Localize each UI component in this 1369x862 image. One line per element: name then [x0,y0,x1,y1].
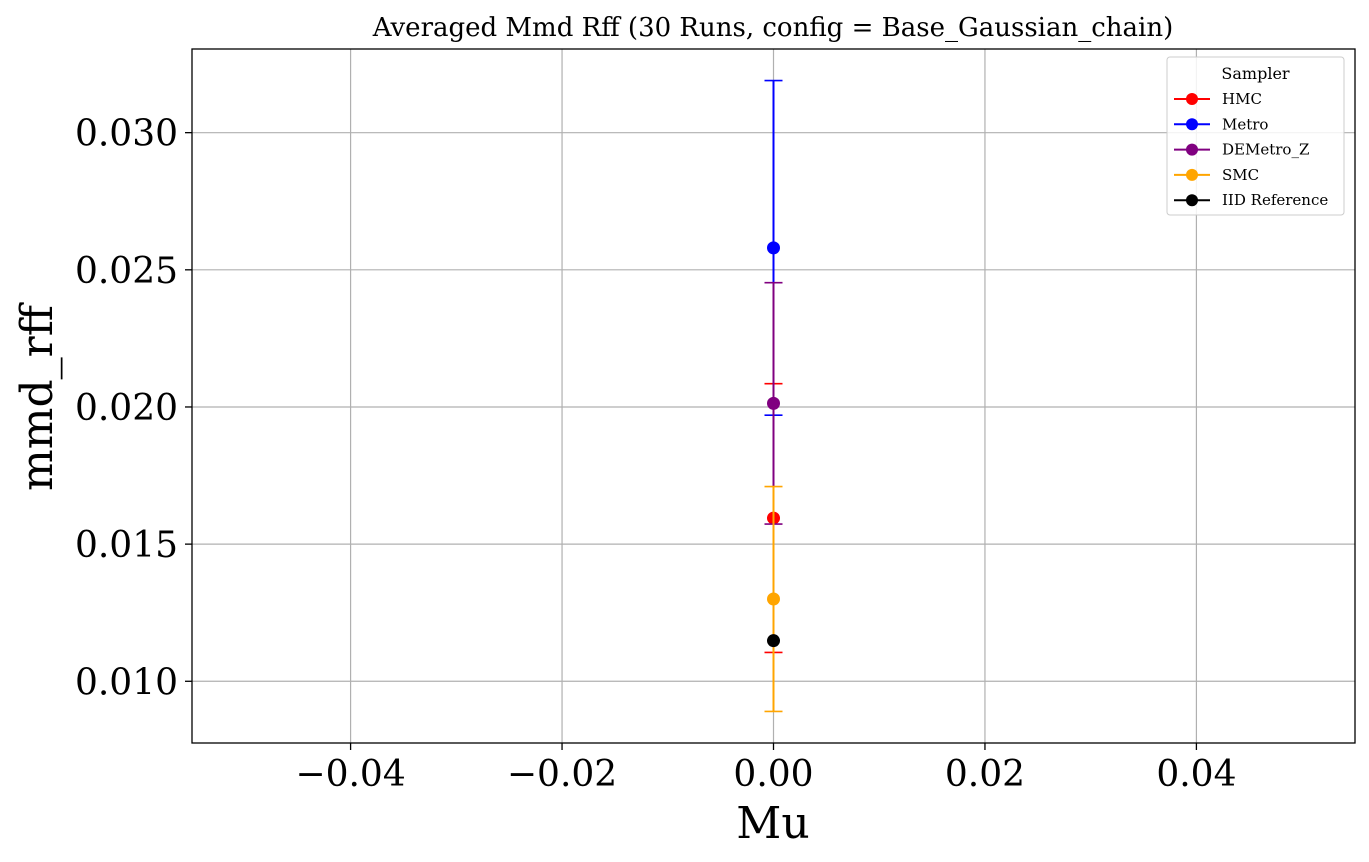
legend-marker-smc [1186,168,1198,181]
y-axis-label: mmd_rff [12,302,63,491]
y-tick-label: 0.030 [75,114,178,155]
x-tick-label: 0.00 [733,754,813,795]
legend-marker-hmc [1186,93,1198,105]
legend-marker-iid-reference [1186,194,1198,207]
point-iid-reference [767,634,780,648]
legend-label-demetro-z: DEMetro_Z [1222,141,1309,159]
x-tick-label: −0.02 [507,754,617,795]
x-tick-label: 0.04 [1156,754,1236,795]
x-tick-label: −0.04 [295,754,405,795]
legend-title: Sampler [1221,64,1290,83]
legend-entry-hmc: HMC [1174,90,1262,108]
legend-label-hmc: HMC [1222,90,1262,108]
y-tick-label: 0.015 [75,525,178,566]
legend-frame [1166,56,1345,216]
chart-title: Averaged Mmd Rff (30 Runs, config = Base… [372,13,1173,43]
y-tick-label: 0.010 [75,662,178,703]
legend-entry-iid-reference: IID Reference [1174,191,1328,209]
x-tick-label: 0.02 [945,754,1025,795]
legend-label-iid-reference: IID Reference [1222,191,1328,209]
axis-ticks: −0.04 −0.02 0.00 0.02 0.04 0.010 0.015 0.020 0.0… [75,114,1237,795]
y-tick-label: 0.020 [75,388,178,429]
y-tick-label: 0.025 [75,251,178,292]
point-demetro-z [767,396,780,410]
legend-entry-demetro-z: DEMetro_Z [1174,141,1309,159]
legend-marker-demetro-z [1186,143,1198,156]
legend-entry-metro: Metro [1174,115,1268,133]
x-axis-label: Mu [736,798,809,849]
point-smc [767,592,780,606]
legend-marker-metro [1186,118,1198,131]
legend-entry-smc: SMC [1174,166,1259,184]
point-metro [767,241,780,255]
legend-label-smc: SMC [1222,166,1259,184]
legend: Sampler HMC Metro DEMetro_Z SMC IID Reference [1166,56,1345,216]
data-layer [764,79,783,713]
legend-label-metro: Metro [1222,115,1268,133]
